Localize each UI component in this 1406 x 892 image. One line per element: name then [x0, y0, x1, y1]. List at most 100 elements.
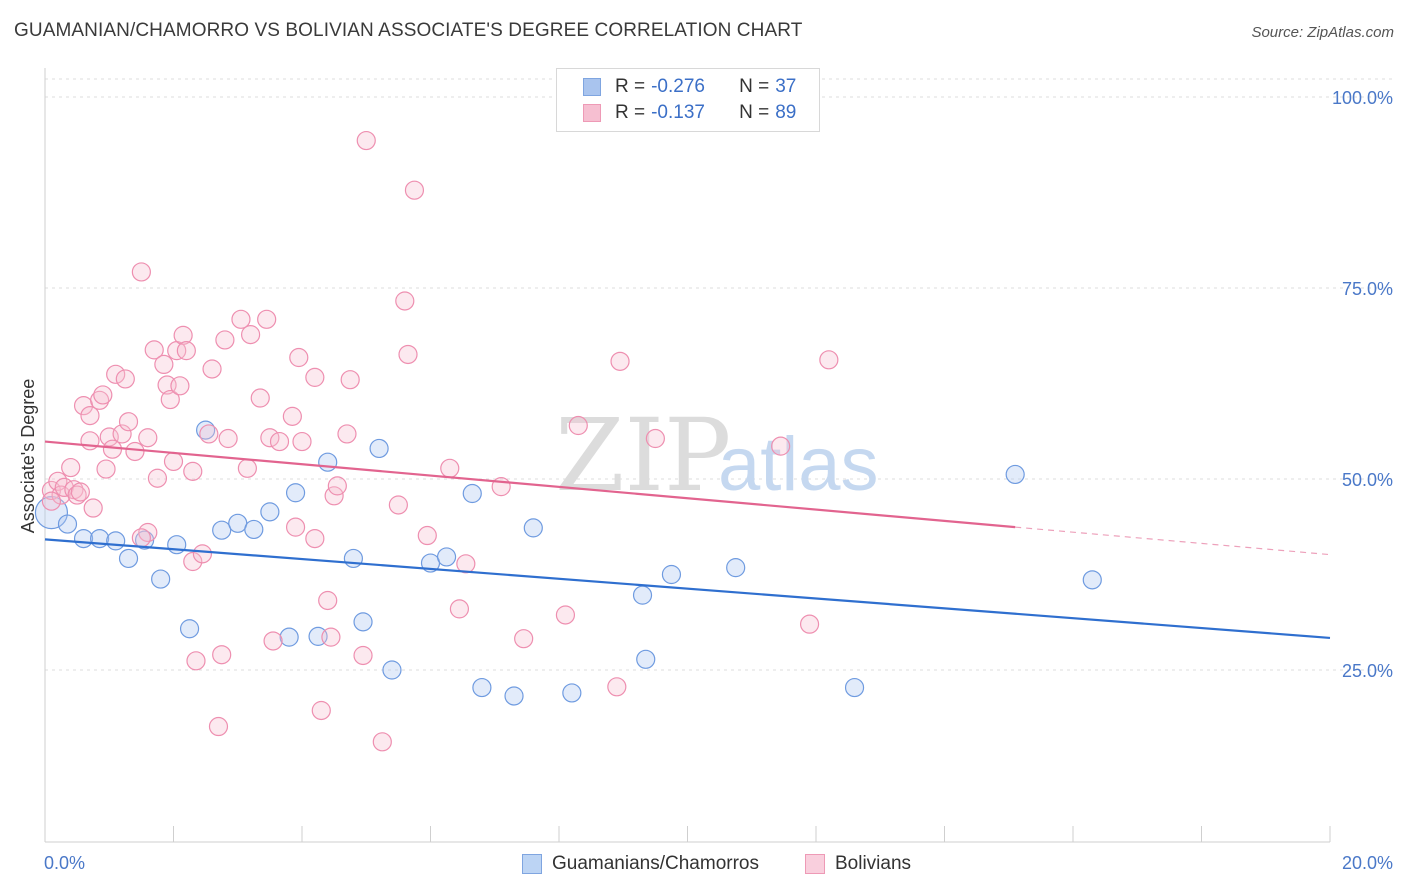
- legend-row-bolivian: R = -0.137 N = 89: [583, 100, 796, 126]
- legend-n-value: 37: [775, 76, 797, 97]
- bottom-legend-bolivian: Bolivians: [805, 852, 911, 876]
- data-point: [462, 483, 482, 504]
- data-point: [398, 344, 418, 365]
- legend-r-label: R =: [615, 102, 646, 123]
- data-point: [305, 528, 325, 549]
- y-tick-label: 25.0%: [1342, 661, 1393, 681]
- data-point: [279, 627, 299, 647]
- data-point: [67, 485, 87, 505]
- data-point: [208, 716, 229, 737]
- data-point: [106, 364, 126, 384]
- data-point: [202, 359, 222, 379]
- data-point: [382, 660, 402, 680]
- data-point: [343, 548, 363, 569]
- data-point: [318, 590, 338, 611]
- legend-r-label: R =: [615, 76, 646, 97]
- legend-row-guamanian: R = -0.276 N = 37: [583, 74, 796, 100]
- data-point: [115, 369, 135, 389]
- data-point: [318, 452, 338, 472]
- data-point: [154, 354, 174, 374]
- watermark-atlas: atlas: [718, 422, 879, 507]
- data-point: [440, 458, 460, 478]
- data-point: [305, 367, 325, 387]
- data-point: [285, 483, 306, 503]
- data-point: [112, 424, 132, 444]
- bottom-legend-guamanian: Guamanians/Chamorros: [522, 852, 759, 876]
- data-point: [70, 482, 90, 502]
- data-point: [645, 428, 665, 449]
- y-axis-label: Associate's Degree: [18, 379, 38, 534]
- data-point: [160, 389, 180, 410]
- data-point: [212, 520, 232, 540]
- data-point: [176, 341, 196, 361]
- data-point: [353, 612, 373, 632]
- bottom-legend-swatch-blue: [522, 854, 542, 874]
- bottom-legend-swatch-pink: [805, 854, 825, 874]
- data-point: [263, 631, 283, 651]
- y-tick-label: 75.0%: [1342, 279, 1393, 299]
- data-point: [568, 415, 588, 436]
- correlation-legend: R = -0.276 N = 37 R = -0.137 N = 89: [556, 68, 820, 132]
- data-point: [327, 476, 347, 496]
- grid-lines: [45, 78, 1393, 671]
- data-point: [183, 551, 203, 572]
- data-point: [231, 309, 251, 329]
- legend-swatch-blue: [583, 78, 601, 96]
- data-point: [337, 424, 357, 444]
- data-point: [125, 441, 145, 462]
- data-point: [353, 645, 373, 666]
- data-point: [131, 528, 151, 548]
- data-point: [289, 347, 309, 368]
- data-point: [144, 340, 164, 360]
- data-point: [186, 651, 206, 671]
- data-point: [340, 370, 360, 390]
- data-point: [819, 350, 839, 370]
- legend-r-value: -0.137: [651, 102, 705, 123]
- y-tick-label: 50.0%: [1342, 470, 1393, 490]
- data-point: [61, 457, 81, 478]
- data-point: [661, 564, 682, 585]
- data-point: [372, 732, 392, 752]
- data-point: [449, 599, 470, 619]
- trend-line-extension: [1015, 526, 1331, 556]
- data-point: [218, 428, 238, 449]
- legend-swatch-pink: [583, 104, 601, 122]
- data-point: [212, 645, 232, 665]
- data-point: [151, 569, 171, 589]
- source-text: Source: ZipAtlas.com: [1251, 24, 1394, 41]
- y-tick-label: 100.0%: [1332, 88, 1393, 108]
- data-point: [555, 605, 576, 625]
- watermark: ZIP atlas: [555, 397, 879, 514]
- data-point: [321, 627, 341, 647]
- legend-n-label: N =: [739, 76, 770, 97]
- chart-title: GUAMANIAN/CHAMORRO VS BOLIVIAN ASSOCIATE…: [14, 20, 803, 41]
- trend-lines: [44, 440, 1331, 640]
- data-point: [799, 614, 820, 634]
- data-point: [417, 525, 437, 546]
- watermark-zip: ZIP: [555, 397, 731, 514]
- data-point: [96, 459, 116, 479]
- data-point: [282, 406, 302, 426]
- data-point: [118, 412, 139, 432]
- data-point: [1005, 464, 1025, 485]
- data-point: [1082, 570, 1102, 590]
- data-point: [73, 528, 94, 549]
- data-point: [173, 325, 193, 345]
- data-point: [241, 325, 261, 345]
- data-point: [57, 514, 78, 534]
- data-point: [285, 517, 306, 537]
- data-point: [269, 431, 290, 452]
- data-point: [83, 498, 103, 518]
- data-point: [514, 629, 534, 649]
- data-point: [292, 431, 312, 452]
- data-point: [183, 461, 203, 481]
- legend-n-value: 89: [775, 102, 797, 123]
- data-point: [632, 585, 653, 605]
- data-point: [138, 522, 158, 543]
- trend-line: [44, 440, 1016, 529]
- data-point: [610, 351, 630, 371]
- axes: [44, 68, 1331, 843]
- data-point: [257, 309, 277, 329]
- data-point: [636, 649, 656, 669]
